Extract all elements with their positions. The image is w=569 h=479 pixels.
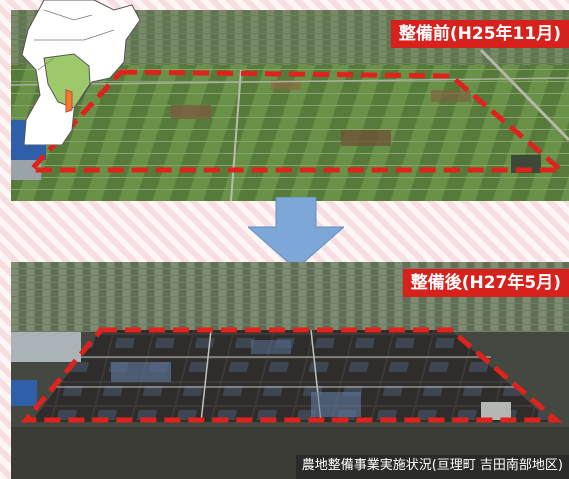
before-label: 整備前(H25年11月) xyxy=(390,20,569,48)
photo-before-development: 整備前(H25年11月) xyxy=(11,10,569,201)
project-area-outline-before xyxy=(25,69,568,173)
after-label: 整備後(H27年5月) xyxy=(402,269,569,297)
photo-caption: 農地整備事業実施状況(亘理町 吉田南部地区) xyxy=(295,455,569,479)
photo-after-development: 整備後(H27年5月) 農地整備事業実施状況(亘理町 吉田南部地区) xyxy=(11,262,569,479)
project-area-outline-after xyxy=(20,327,563,423)
prefecture-map-inset xyxy=(21,0,141,145)
arrow-down-icon xyxy=(248,197,344,269)
